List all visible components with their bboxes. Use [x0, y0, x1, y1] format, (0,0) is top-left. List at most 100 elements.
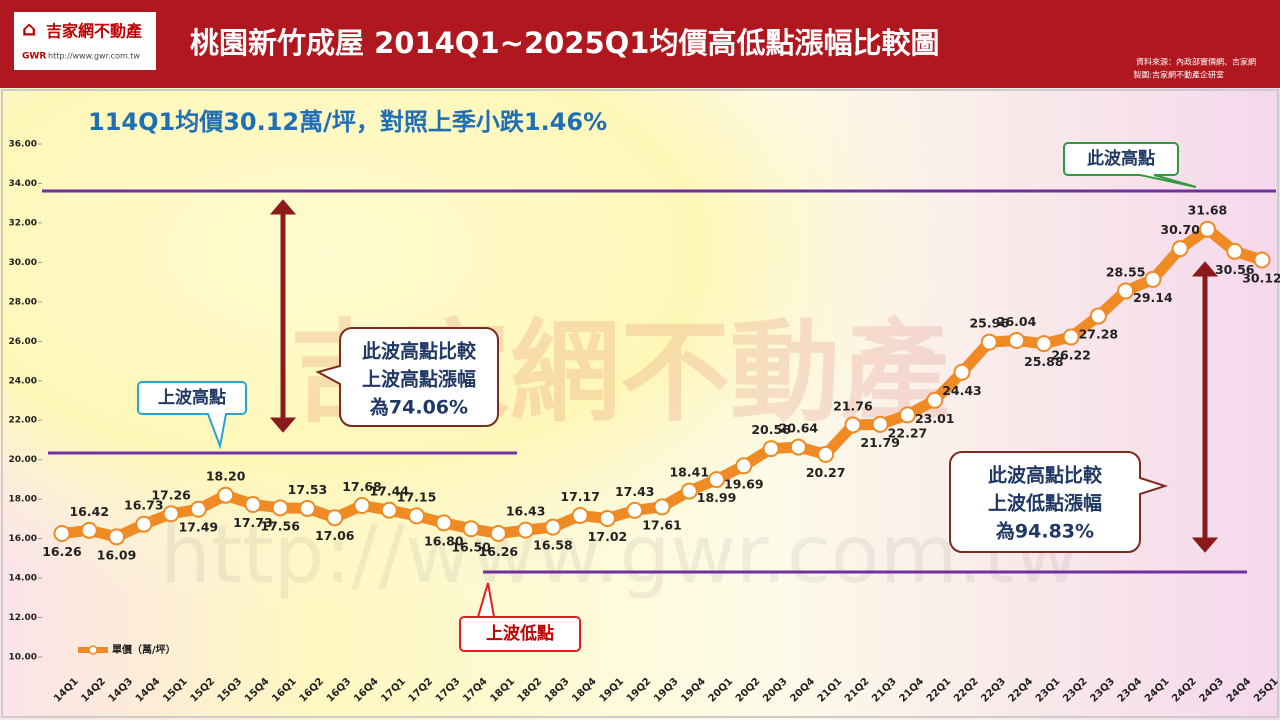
callout-box: [949, 451, 1169, 553]
data-label: 30.12: [1242, 271, 1280, 286]
data-point: [162, 505, 180, 523]
y-tick-label: 34.00: [9, 179, 37, 189]
legend-label: 單價（萬/坪）: [112, 643, 176, 656]
data-point: [217, 486, 235, 504]
data-label: 30.56: [1215, 262, 1255, 277]
tag-box: [137, 381, 247, 450]
data-point: [735, 457, 753, 475]
arrow-right: [1191, 261, 1219, 553]
data-point: [898, 406, 916, 424]
data-point: [1117, 282, 1135, 300]
y-tick-label: 32.00: [9, 218, 37, 228]
data-label: 16.43: [506, 504, 546, 519]
data-label: 24.43: [942, 383, 982, 398]
data-label: 16.73: [124, 498, 164, 513]
tag-text: 上波高點: [158, 387, 226, 408]
data-point: [380, 501, 398, 519]
data-label: 18.41: [669, 465, 709, 480]
data-label: 16.09: [97, 547, 137, 562]
data-point: [408, 507, 426, 525]
data-point: [817, 445, 835, 463]
y-tick-label: 28.00: [9, 297, 37, 307]
y-tick-label: 10.00: [9, 653, 37, 663]
y-tick-label: 20.00: [9, 455, 37, 465]
data-point: [1198, 220, 1216, 238]
data-point: [598, 509, 616, 527]
data-point: [571, 507, 589, 525]
data-label: 16.50: [451, 539, 491, 554]
data-point: [1062, 328, 1080, 346]
data-point: [489, 524, 507, 542]
data-label: 16.26: [479, 544, 519, 559]
data-label: 28.55: [1106, 264, 1146, 279]
source: 製圖:吉家網不動產企研室: [1133, 70, 1224, 80]
data-point: [1008, 332, 1026, 350]
data-label: 22.27: [888, 425, 928, 440]
y-tick-label: 18.00: [9, 495, 37, 505]
data-point: [626, 501, 644, 519]
callout-text: 為74.06%: [370, 396, 468, 419]
y-tick-label: 26.00: [9, 337, 37, 347]
data-label: 17.68: [342, 479, 382, 494]
data-label: 26.22: [1051, 347, 1091, 362]
logo-icon: ⌂: [22, 17, 36, 41]
data-label: 20.27: [806, 465, 846, 480]
watermark: http://www.gwr.com.tw: [160, 508, 1080, 601]
data-label: 26.04: [997, 314, 1037, 329]
data-point: [80, 521, 98, 539]
data-label: 16.26: [42, 544, 82, 559]
y-tick-label: 36.00: [9, 140, 37, 150]
data-point: [544, 518, 562, 536]
logo-abbr: GWR: [22, 52, 46, 62]
data-point: [980, 333, 998, 351]
data-point: [1035, 335, 1053, 353]
data-point: [189, 500, 207, 518]
data-label: 17.49: [179, 520, 219, 535]
data-point: [1171, 240, 1189, 258]
callout-text: 此波高點比較: [362, 340, 477, 363]
data-label: 31.68: [1188, 203, 1228, 218]
data-point: [108, 528, 126, 546]
callout-text: 上波低點漲幅: [988, 492, 1102, 515]
logo-text: 吉家網不動產: [46, 22, 142, 41]
data-point: [53, 524, 71, 542]
y-tick-label: 30.00: [9, 258, 37, 268]
data-label: 17.56: [260, 518, 300, 533]
data-label: 17.53: [288, 482, 328, 497]
data-point: [298, 499, 316, 517]
source: 資料來源：內政部實價網、吉家網: [1136, 57, 1256, 67]
header-bar: [0, 0, 1280, 88]
logo-box: [14, 12, 156, 70]
data-label: 18.99: [697, 490, 737, 505]
data-point: [135, 515, 153, 533]
subtitle: 114Q1均價30.12萬/坪，對照上季小跌1.46%: [88, 108, 607, 136]
data-label: 17.44: [369, 484, 409, 499]
chart-title: 桃園新竹成屋 2014Q1~2025Q1均價高低點漲幅比較圖: [190, 26, 939, 60]
data-label: 29.14: [1133, 290, 1173, 305]
data-label: 16.80: [424, 533, 464, 548]
data-point: [953, 363, 971, 381]
data-point: [244, 495, 262, 513]
data-label: 17.26: [151, 487, 191, 502]
frame: [1, 89, 1279, 718]
y-tick-label: 24.00: [9, 376, 37, 386]
data-point: [926, 391, 944, 409]
y-tick-label: 14.00: [9, 574, 37, 584]
data-point: [653, 498, 671, 516]
callout-text: 為94.83%: [996, 520, 1094, 543]
data-label: 23.01: [915, 411, 955, 426]
logo-url: http://www.gwr.com.tw: [48, 52, 140, 61]
data-point: [517, 521, 535, 539]
data-label: 16.58: [533, 538, 573, 553]
data-label: 17.06: [315, 528, 355, 543]
data-point: [680, 482, 698, 500]
callout-box: [315, 327, 499, 427]
data-point: [326, 509, 344, 527]
data-point: [271, 499, 289, 517]
data-point: [871, 415, 889, 433]
data-label: 16.42: [69, 504, 109, 519]
callout-text: 此波高點比較: [988, 464, 1103, 487]
data-label: 20.64: [779, 421, 819, 436]
callout-text: 上波高點漲幅: [362, 368, 476, 391]
